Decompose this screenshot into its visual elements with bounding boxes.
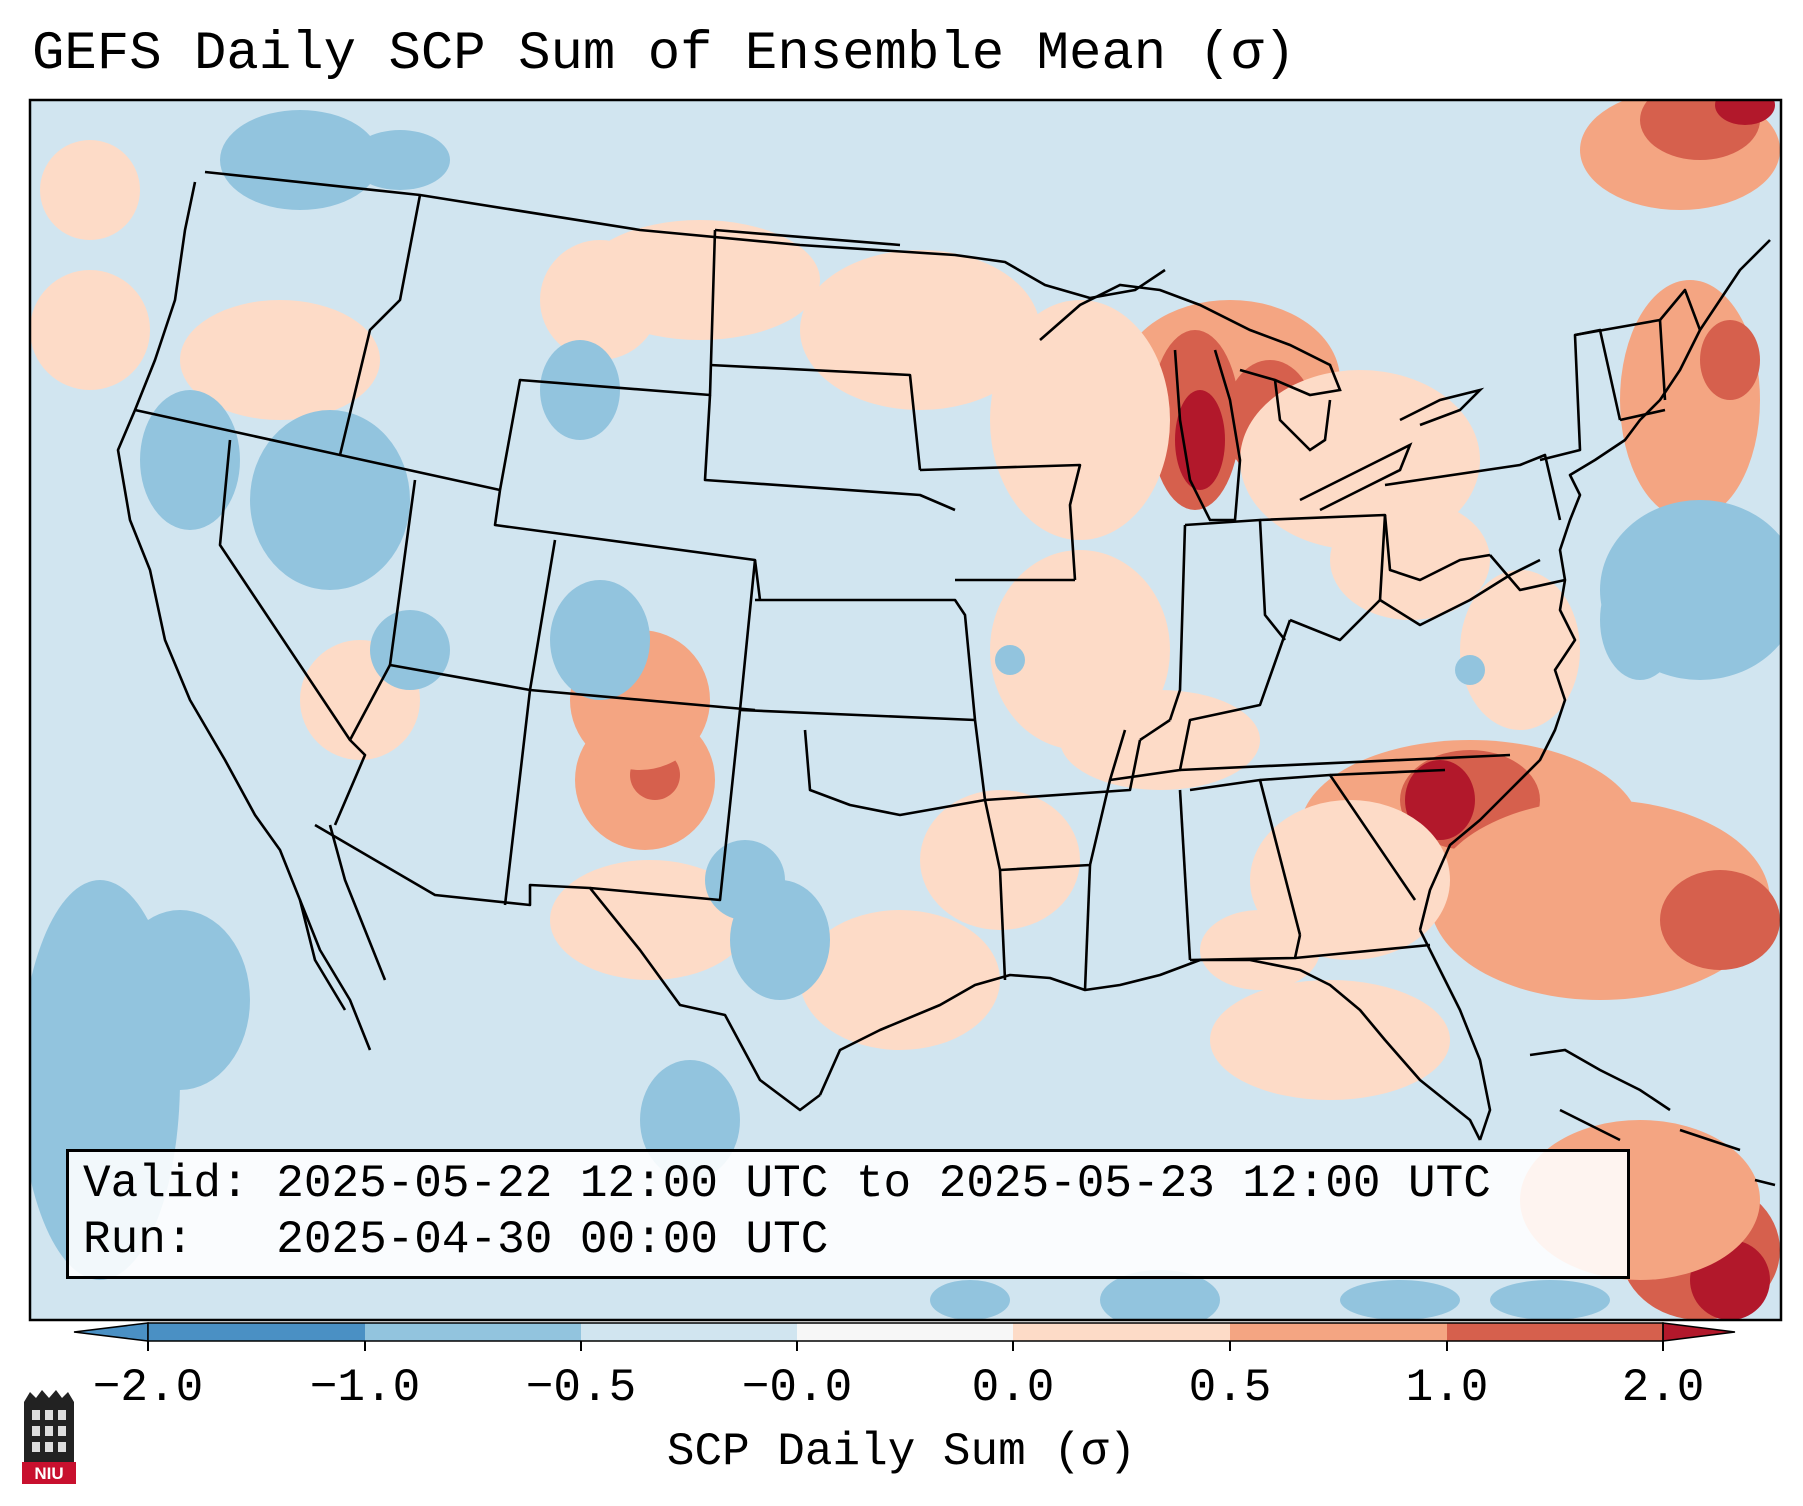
positive-anomaly-cell (1715, 100, 1775, 125)
colorbar-segment (797, 1323, 1013, 1341)
positive-anomaly-cell (180, 300, 380, 420)
negative-anomaly-cell (1490, 1280, 1610, 1320)
positive-anomaly-cell (1200, 910, 1320, 990)
positive-anomaly-cell (1250, 800, 1450, 960)
map-title: GEFS Daily SCP Sum of Ensemble Mean (σ) (32, 24, 1296, 85)
colorbar-segment (1230, 1323, 1447, 1341)
positive-anomaly-cell (30, 270, 150, 390)
positive-anomaly-cell (990, 300, 1170, 540)
colorbar-label: SCP Daily Sum (σ) (666, 1426, 1137, 1478)
map-frame (28, 98, 1783, 1322)
niu-logo: NIU (22, 1390, 76, 1484)
negative-anomaly-cell (250, 410, 410, 590)
positive-anomaly-cell (1460, 570, 1580, 730)
colorbar-tick: −2.0 (92, 1362, 204, 1414)
valid-label: Valid: (83, 1158, 249, 1210)
colorbar-tick: 0.5 (1188, 1362, 1272, 1414)
positive-anomaly-cell (540, 240, 660, 360)
colorbar-segment (365, 1323, 581, 1341)
positive-anomaly-cell (1210, 980, 1450, 1100)
colorbar-frame (147, 1322, 1664, 1342)
run-time: 2025-04-30 00:00 UTC (276, 1214, 829, 1266)
positive-anomaly-cell (1700, 320, 1760, 400)
colorbar-tick: −0.0 (741, 1362, 853, 1414)
logo-text: NIU (34, 1464, 63, 1483)
negative-anomaly-cell (110, 910, 250, 1090)
positive-anomaly-cell (1405, 760, 1475, 840)
positive-anomaly-cell (1660, 870, 1780, 970)
colorbar-tick: −1.0 (309, 1362, 421, 1414)
negative-anomaly-cell (550, 580, 650, 700)
negative-anomaly-cell (350, 130, 450, 190)
colorbar-tick: 1.0 (1405, 1362, 1489, 1414)
negative-anomaly-cell (140, 390, 240, 530)
positive-anomaly-cell (800, 910, 1000, 1050)
negative-anomaly-cell (930, 1280, 1010, 1320)
positive-anomaly-cell (40, 140, 140, 240)
colorbar-segment (581, 1323, 797, 1341)
run-label: Run: (83, 1214, 194, 1266)
negative-anomaly-cell (1100, 1270, 1220, 1320)
colorbar-segment (1447, 1323, 1663, 1341)
positive-anomaly-cell (920, 790, 1080, 930)
negative-anomaly-cell (220, 110, 380, 210)
positive-anomaly-cell (1620, 280, 1760, 520)
colorbar-segment (148, 1323, 365, 1341)
islands (1529, 1048, 1776, 1187)
validity-info-box: Valid: 2025-05-22 12:00 UTC to 2025-05-2… (66, 1149, 1630, 1279)
colorbar-extend-high (1662, 1322, 1736, 1342)
colorbar (73, 1322, 1736, 1351)
valid-time: 2025-05-22 12:00 UTC to 2025-05-23 12:00… (276, 1158, 1491, 1210)
colorbar-segment (1013, 1323, 1230, 1341)
state-boundaries (116, 170, 1771, 1141)
colorbar-tick: 0.0 (971, 1362, 1055, 1414)
positive-anomaly-cell (1060, 690, 1260, 790)
positive-anomaly-cell (1330, 500, 1490, 620)
negative-anomaly-cell (1600, 560, 1680, 680)
colorbar-tick: 2.0 (1621, 1362, 1705, 1414)
negative-anomaly-cell (1455, 655, 1485, 685)
negative-anomaly-cell (370, 610, 450, 690)
negative-anomaly-cell (995, 645, 1025, 675)
negative-anomaly-cell (540, 340, 620, 440)
colorbar-tick: −0.5 (525, 1362, 637, 1414)
positive-anomaly-cell (800, 250, 1040, 410)
great-lakes (1039, 283, 1485, 522)
negative-anomaly-cell (705, 840, 785, 920)
negative-anomaly-cell (1340, 1280, 1460, 1320)
anomaly-cells (30, 100, 1781, 1320)
colorbar-extend-low (73, 1322, 149, 1342)
